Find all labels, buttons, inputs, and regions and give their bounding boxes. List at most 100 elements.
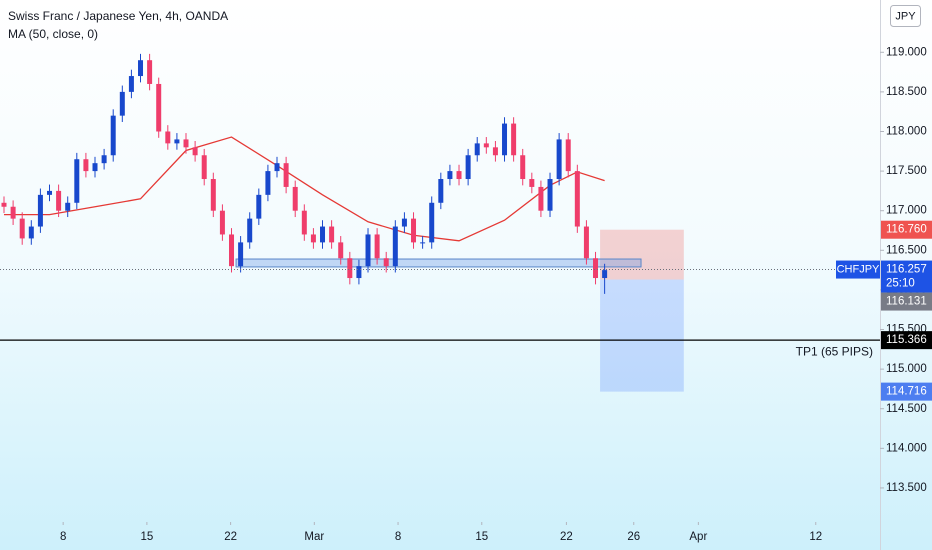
candle-body <box>183 139 189 148</box>
candle-body <box>192 147 198 156</box>
candle-body <box>547 179 553 211</box>
candle-body <box>274 163 280 172</box>
candle-body <box>174 139 180 144</box>
candle-body <box>292 186 298 211</box>
candle-body <box>583 226 589 259</box>
candle-body <box>256 194 262 219</box>
candle-body <box>19 218 25 239</box>
candle-body <box>456 171 462 180</box>
y-tick-label: 113.500 <box>886 482 927 494</box>
candle-body <box>247 218 253 243</box>
target-zone <box>600 279 684 392</box>
candle-body <box>565 139 571 172</box>
candle-body <box>56 190 62 211</box>
candle-body <box>556 139 562 180</box>
price-badge <box>881 292 932 311</box>
candle-body <box>365 234 371 267</box>
candle-body <box>401 218 407 227</box>
candle-body <box>47 190 53 195</box>
candle-body <box>119 91 125 116</box>
candle-body <box>219 210 225 235</box>
x-tick-label: 22 <box>560 531 573 543</box>
candle-body <box>520 155 526 180</box>
candle-body <box>383 258 389 267</box>
tp-label: TP1 (65 PIPS) <box>796 344 873 358</box>
stop-zone <box>600 229 684 280</box>
candle-body <box>138 60 144 77</box>
candle-body <box>147 60 153 84</box>
x-tick-label: 15 <box>140 531 153 543</box>
symbol-label: CHFJPY <box>837 263 880 275</box>
y-tick-label: 114.500 <box>886 403 927 415</box>
candle-body <box>502 123 508 156</box>
x-tick-label: Mar <box>304 531 324 543</box>
candle-body <box>529 179 535 187</box>
candle-body <box>602 270 608 279</box>
chart-title: Swiss Franc / Japanese Yen, 4h, OANDA <box>8 9 228 23</box>
candle-body <box>329 226 335 243</box>
plot-area: 8 15 22 Mar 8 15 22 26 Apr 12 TP1 (65 PIPS) <box>0 53 880 543</box>
candle-body <box>128 76 134 92</box>
price-badge <box>881 220 932 239</box>
candle-body <box>356 266 362 279</box>
price-badge <box>881 331 932 350</box>
candle-body <box>201 155 207 180</box>
candle-body <box>156 83 162 132</box>
candle-body <box>465 155 471 180</box>
price-badge-label: 116.131 <box>886 296 927 308</box>
candle-body <box>110 115 116 156</box>
candle-body <box>429 202 435 243</box>
candle-body <box>392 226 398 267</box>
currency-label[interactable]: JPY <box>895 10 916 22</box>
y-tick-label: 117.000 <box>886 205 927 217</box>
candle-body <box>265 171 271 195</box>
y-tick-label: 118.000 <box>886 126 927 138</box>
x-tick-label: 12 <box>809 531 822 543</box>
candle-body <box>538 186 544 211</box>
candle-body <box>83 159 89 172</box>
price-badge-label: 115.366 <box>886 334 927 346</box>
y-tick-label: 117.500 <box>886 165 927 177</box>
candle-body <box>438 179 444 203</box>
candle-body <box>374 234 380 259</box>
candle-body <box>347 258 353 279</box>
y-tick-label: 116.500 <box>886 244 927 256</box>
candle-body <box>74 159 80 203</box>
candle-body <box>238 242 244 267</box>
y-tick-label: 118.500 <box>886 86 927 98</box>
price-badge-label: 25:10 <box>886 278 915 290</box>
candle-body <box>165 131 171 144</box>
candle-body <box>210 179 216 211</box>
y-tick-label: 119.000 <box>886 46 927 58</box>
candle-body <box>411 218 417 243</box>
candle-body <box>447 171 453 180</box>
symbol-badge <box>836 260 880 279</box>
candle-body <box>28 226 34 239</box>
x-tick-label: 8 <box>60 531 66 543</box>
candle-body <box>593 258 599 279</box>
x-tick-label: 15 <box>475 531 488 543</box>
candle-body <box>65 202 71 211</box>
candle-body <box>511 123 517 156</box>
support-zone <box>235 258 642 268</box>
price-badge <box>881 382 932 401</box>
candle-body <box>1 202 7 207</box>
candle-body <box>574 171 580 227</box>
candle-body <box>420 242 426 244</box>
currency-button[interactable] <box>890 5 921 27</box>
candle-body <box>474 143 480 156</box>
x-tick-label: 22 <box>224 531 237 543</box>
candle-body <box>492 147 498 156</box>
indicator-label: MA (50, close, 0) <box>8 27 98 41</box>
moving-average <box>4 136 605 242</box>
price-badge-label: 116.760 <box>886 224 927 236</box>
price-axis: 113.500114.000114.500115.000115.500116.0… <box>836 46 932 494</box>
candle-body <box>320 226 326 243</box>
candle-body <box>310 234 316 243</box>
y-tick-label: 114.000 <box>886 442 927 454</box>
candle-body <box>101 155 107 164</box>
candle-body <box>37 194 43 227</box>
